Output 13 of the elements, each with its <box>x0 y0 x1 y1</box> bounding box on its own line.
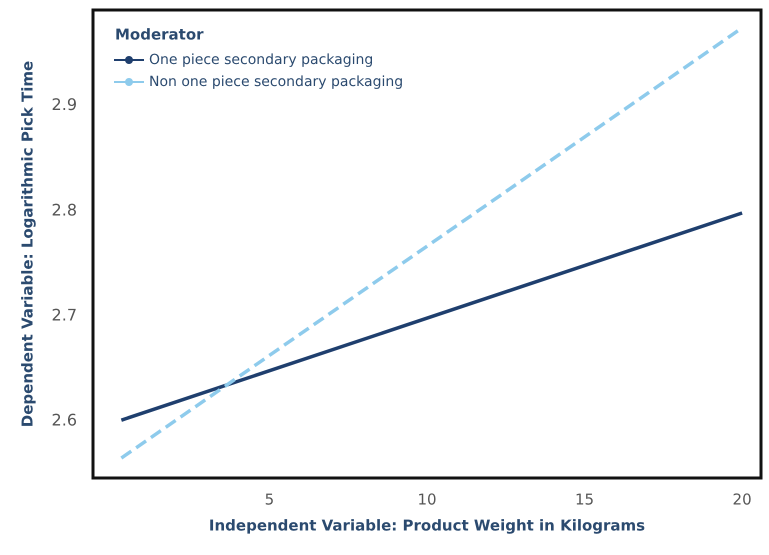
x-tick-label: 20 <box>732 490 752 508</box>
legend-label: Non one piece secondary packaging <box>149 74 404 90</box>
x-axis-title: Independent Variable: Product Weight in Kilograms <box>208 516 646 534</box>
x-tick-label: 15 <box>575 490 594 508</box>
x-tick-label: 10 <box>417 490 437 508</box>
y-tick-label: 2.7 <box>52 305 77 324</box>
legend-title: Moderator <box>115 26 204 44</box>
y-axis-title: Dependent Variable: Logarithmic Pick Time <box>18 60 36 428</box>
y-tick-label: 2.9 <box>52 95 77 114</box>
legend-label: One piece secondary packaging <box>149 52 374 68</box>
x-tick-label: 5 <box>264 490 274 508</box>
y-tick-label: 2.8 <box>52 200 77 220</box>
y-tick-label: 2.6 <box>52 410 77 430</box>
